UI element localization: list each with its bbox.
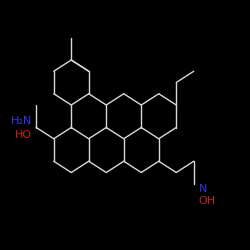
Text: OH: OH <box>199 196 216 206</box>
Text: H₂N: H₂N <box>11 116 32 126</box>
Text: HO: HO <box>16 130 32 140</box>
Text: N: N <box>199 184 207 194</box>
